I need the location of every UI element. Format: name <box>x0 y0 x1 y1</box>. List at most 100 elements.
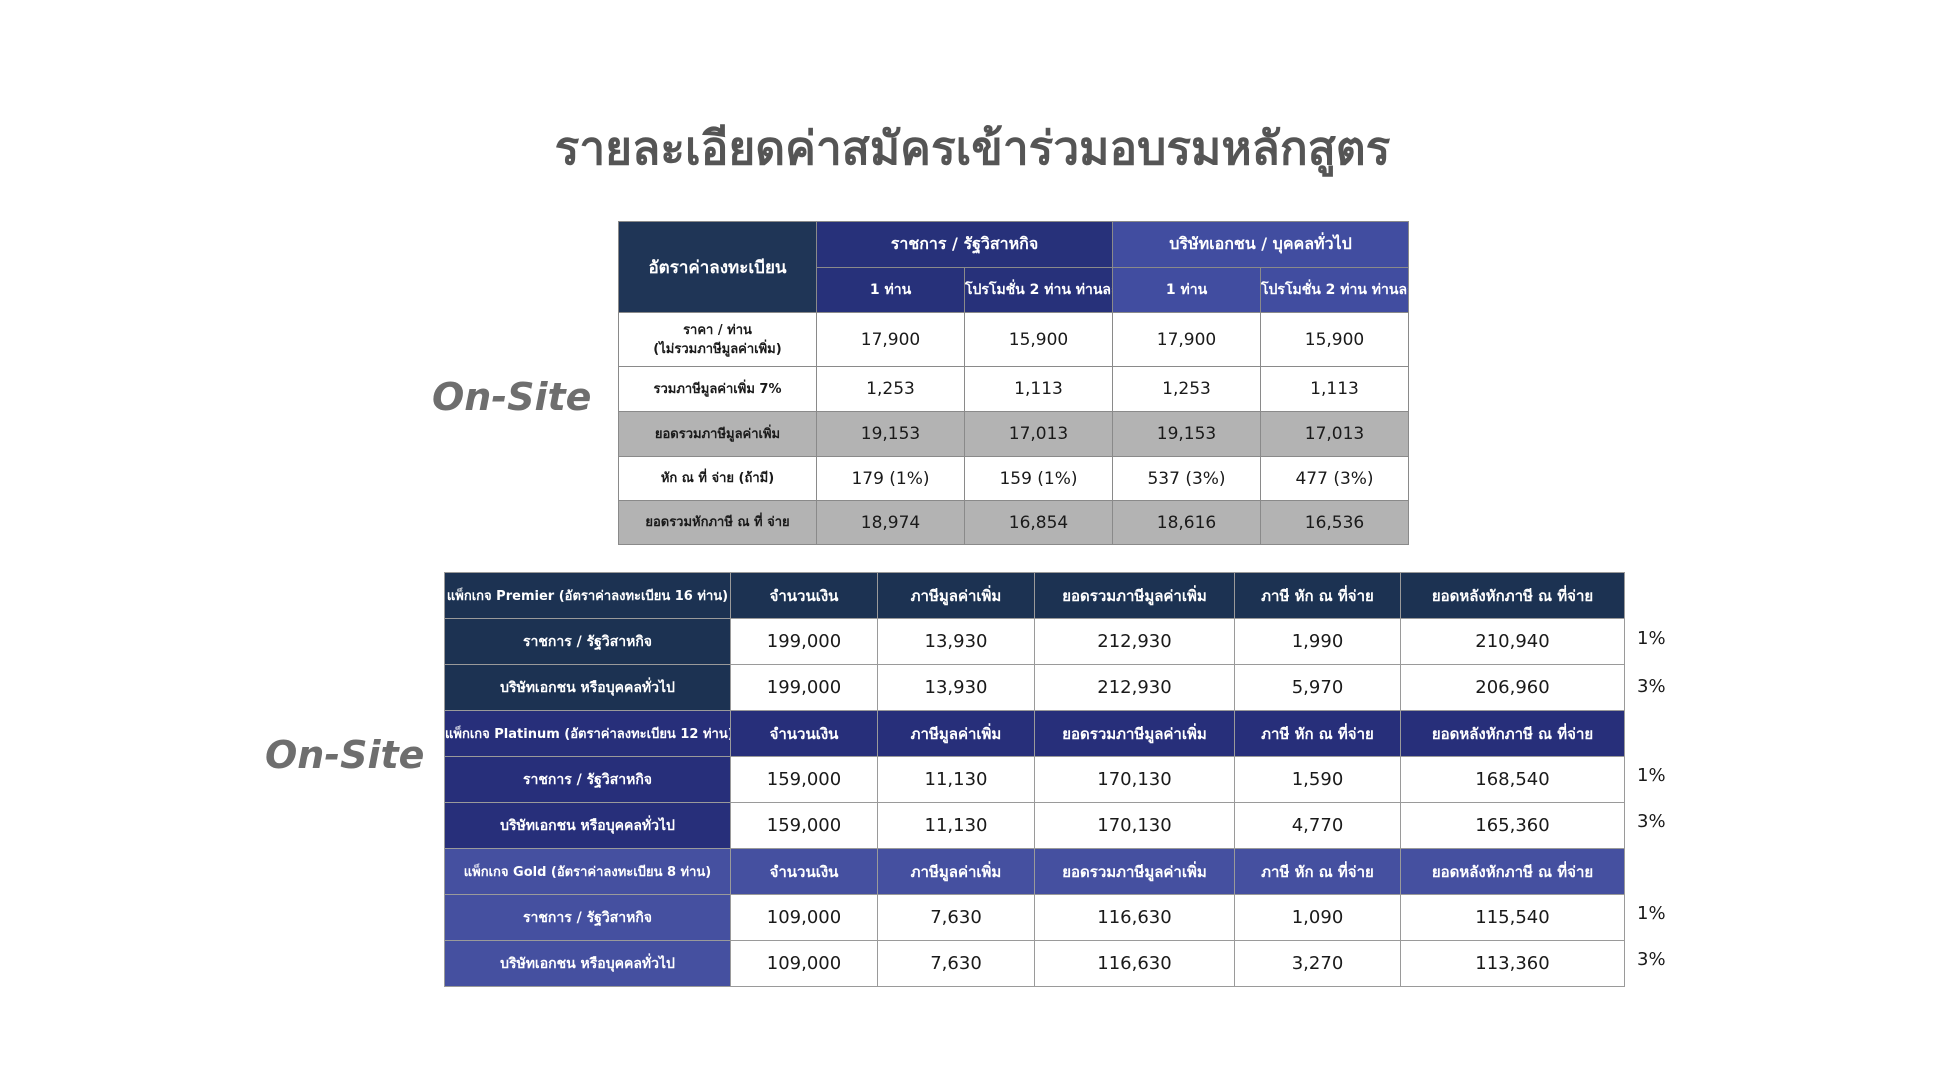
row-label: ราคา / ท่าน (ไม่รวมภาษีมูลค่าเพิ่ม) <box>618 312 817 367</box>
package-name-gold: แพ็กเกจ Gold (อัตราค่าลงทะเบียน 8 ท่าน) <box>444 848 731 895</box>
fee-table-private-single: 1 ท่าน <box>1112 267 1262 313</box>
withholding-percent-note: 1% <box>1637 903 1666 924</box>
col-header-net: ยอดหลังหักภาษี ณ ที่จ่าย <box>1400 710 1625 757</box>
table-cell: 5,970 <box>1234 664 1401 711</box>
col-header-total-vat: ยอดรวมภาษีมูลค่าเพิ่ม <box>1034 572 1235 619</box>
col-header-amount: จำนวนเงิน <box>730 572 878 619</box>
package-pricing-table: แพ็กเกจ Premier (อัตราค่าลงทะเบียน 16 ท่… <box>444 572 1625 987</box>
table-cell: 17,900 <box>816 312 965 367</box>
table-cell: 18,616 <box>1112 500 1262 545</box>
registration-fee-table: อัตราค่าลงทะเบียน ราชการ / รัฐวิสาหกิจ บ… <box>618 221 1410 545</box>
withholding-percent-note: 3% <box>1637 676 1666 697</box>
package-header-row-gold: แพ็กเกจ Gold (อัตราค่าลงทะเบียน 8 ท่าน) … <box>444 848 1625 895</box>
table-cell: 17,013 <box>963 411 1114 457</box>
table-row: รวมภาษีมูลค่าเพิ่ม 7% 1,253 1,113 1,253 … <box>618 366 1410 412</box>
table-cell: 159,000 <box>730 802 878 849</box>
row-label: บริษัทเอกชน หรือบุคคลทั่วไป <box>444 802 731 849</box>
col-header-amount: จำนวนเงิน <box>730 710 878 757</box>
table-row: ราชการ / รัฐวิสาหกิจ 159,000 11,130 170,… <box>444 756 1625 803</box>
table-cell: 212,930 <box>1034 618 1235 665</box>
col-header-vat: ภาษีมูลค่าเพิ่ม <box>877 710 1035 757</box>
row-label: ราชการ / รัฐวิสาหกิจ <box>444 618 731 665</box>
table-cell: 11,130 <box>877 802 1035 849</box>
col-header-total-vat: ยอดรวมภาษีมูลค่าเพิ่ม <box>1034 848 1235 895</box>
table-cell: 159,000 <box>730 756 878 803</box>
table-cell: 4,770 <box>1234 802 1401 849</box>
table-cell: 199,000 <box>730 618 878 665</box>
package-name-premier: แพ็กเกจ Premier (อัตราค่าลงทะเบียน 16 ท่… <box>444 572 731 619</box>
table-cell: 19,153 <box>1112 411 1262 457</box>
col-header-vat: ภาษีมูลค่าเพิ่ม <box>877 572 1035 619</box>
onsite-label-package: On-Site <box>265 733 425 777</box>
table-cell: 13,930 <box>877 664 1035 711</box>
withholding-percent-note: 1% <box>1637 765 1666 786</box>
fee-table-gov-single: 1 ท่าน <box>816 267 965 313</box>
fee-table-corner-header: อัตราค่าลงทะเบียน <box>618 221 817 313</box>
table-cell: 212,930 <box>1034 664 1235 711</box>
table-cell: 17,013 <box>1260 411 1410 457</box>
table-cell: 7,630 <box>877 894 1035 941</box>
row-label: บริษัทเอกชน หรือบุคคลทั่วไป <box>444 940 731 987</box>
table-cell: 1,253 <box>1112 366 1262 412</box>
table-cell: 537 (3%) <box>1112 456 1262 501</box>
table-cell: 1,253 <box>816 366 965 412</box>
table-cell: 1,090 <box>1234 894 1401 941</box>
table-row: ยอดรวมหักภาษี ณ ที่ จ่าย 18,974 16,854 1… <box>618 500 1410 545</box>
table-row: บริษัทเอกชน หรือบุคคลทั่วไป 109,000 7,63… <box>444 940 1625 987</box>
table-cell: 11,130 <box>877 756 1035 803</box>
row-label: ยอดรวมภาษีมูลค่าเพิ่ม <box>618 411 817 457</box>
table-cell: 115,540 <box>1400 894 1625 941</box>
fee-table-private-promo: โปรโมชั่น 2 ท่าน ท่านละ <box>1260 267 1410 313</box>
table-row: ราชการ / รัฐวิสาหกิจ 199,000 13,930 212,… <box>444 618 1625 665</box>
row-label: ราชการ / รัฐวิสาหกิจ <box>444 894 731 941</box>
table-cell: 199,000 <box>730 664 878 711</box>
table-cell: 19,153 <box>816 411 965 457</box>
table-cell: 7,630 <box>877 940 1035 987</box>
table-cell: 15,900 <box>963 312 1114 367</box>
table-cell: 1,113 <box>1260 366 1410 412</box>
package-name-platinum: แพ็กเกจ Platinum (อัตราค่าลงทะเบียน 12 ท… <box>444 710 731 757</box>
table-row: หัก ณ ที่ จ่าย (ถ้ามี) 179 (1%) 159 (1%)… <box>618 456 1410 501</box>
fee-table-gov-promo: โปรโมชั่น 2 ท่าน ท่านละ <box>963 267 1114 313</box>
table-row: บริษัทเอกชน หรือบุคคลทั่วไป 199,000 13,9… <box>444 664 1625 711</box>
table-cell: 210,940 <box>1400 618 1625 665</box>
page-title: รายละเอียดค่าสมัครเข้าร่วมอบรมหลักสูตร <box>554 121 1391 175</box>
col-header-withholding: ภาษี หัก ณ ที่จ่าย <box>1234 848 1401 895</box>
col-header-vat: ภาษีมูลค่าเพิ่ม <box>877 848 1035 895</box>
table-cell: 109,000 <box>730 940 878 987</box>
table-cell: 109,000 <box>730 894 878 941</box>
withholding-percent-note: 3% <box>1637 811 1666 832</box>
col-header-withholding: ภาษี หัก ณ ที่จ่าย <box>1234 572 1401 619</box>
fee-table-gov-header: ราชการ / รัฐวิสาหกิจ <box>815 221 1114 268</box>
table-cell: 18,974 <box>816 500 965 545</box>
table-cell: 13,930 <box>877 618 1035 665</box>
table-cell: 16,854 <box>963 500 1114 545</box>
table-cell: 206,960 <box>1400 664 1625 711</box>
row-label: ราชการ / รัฐวิสาหกิจ <box>444 756 731 803</box>
col-header-amount: จำนวนเงิน <box>730 848 878 895</box>
row-label: ยอดรวมหักภาษี ณ ที่ จ่าย <box>618 500 817 545</box>
row-label: หัก ณ ที่ จ่าย (ถ้ามี) <box>618 456 817 501</box>
table-cell: 1,990 <box>1234 618 1401 665</box>
table-cell: 116,630 <box>1034 940 1235 987</box>
row-label: รวมภาษีมูลค่าเพิ่ม 7% <box>618 366 817 412</box>
package-header-row-premier: แพ็กเกจ Premier (อัตราค่าลงทะเบียน 16 ท่… <box>444 572 1625 619</box>
table-cell: 170,130 <box>1034 756 1235 803</box>
table-cell: 1,113 <box>963 366 1114 412</box>
col-header-net: ยอดหลังหักภาษี ณ ที่จ่าย <box>1400 572 1625 619</box>
table-cell: 165,360 <box>1400 802 1625 849</box>
col-header-total-vat: ยอดรวมภาษีมูลค่าเพิ่ม <box>1034 710 1235 757</box>
table-cell: 159 (1%) <box>963 456 1114 501</box>
package-header-row-platinum: แพ็กเกจ Platinum (อัตราค่าลงทะเบียน 12 ท… <box>444 710 1625 757</box>
table-cell: 15,900 <box>1260 312 1410 367</box>
withholding-percent-note: 1% <box>1637 628 1666 649</box>
table-row: ยอดรวมภาษีมูลค่าเพิ่ม 19,153 17,013 19,1… <box>618 411 1410 457</box>
table-cell: 17,900 <box>1112 312 1262 367</box>
table-cell: 113,360 <box>1400 940 1625 987</box>
table-cell: 116,630 <box>1034 894 1235 941</box>
table-row: บริษัทเอกชน หรือบุคคลทั่วไป 159,000 11,1… <box>444 802 1625 849</box>
table-row: ราชการ / รัฐวิสาหกิจ 109,000 7,630 116,6… <box>444 894 1625 941</box>
table-cell: 179 (1%) <box>816 456 965 501</box>
table-cell: 477 (3%) <box>1260 456 1410 501</box>
row-label-line1: ราคา / ท่าน <box>683 322 752 338</box>
